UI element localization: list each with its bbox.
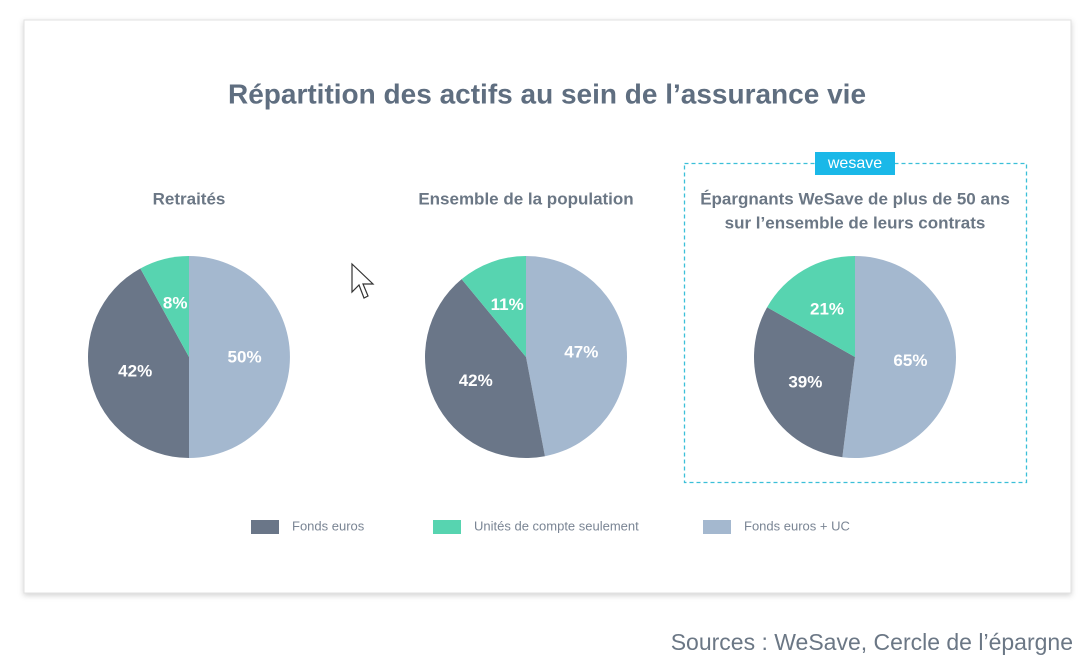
slice-label: 65% — [893, 351, 927, 370]
pie-title: Épargnants WeSave de plus de 50 ans — [700, 189, 1010, 208]
pie-title: sur l’ensemble de leurs contrats — [725, 213, 986, 232]
slice-label: 50% — [228, 347, 262, 366]
pie-slice — [754, 307, 855, 458]
slice-label: 42% — [459, 371, 493, 390]
legend-swatch — [703, 520, 731, 534]
pie-title: Retraités — [153, 189, 226, 208]
pie-slice — [767, 256, 855, 357]
pie-slice — [140, 256, 189, 357]
pie-slice — [461, 256, 526, 357]
slice-label: 42% — [118, 361, 152, 380]
badge-text: wesave — [827, 155, 882, 172]
source: Sources : WeSave, Cercle de l’épargne — [671, 629, 1073, 655]
badge — [815, 152, 895, 175]
pie-slice — [842, 256, 956, 458]
legend-label: Fonds euros + UC — [744, 518, 850, 533]
slice-label: 21% — [810, 299, 844, 318]
main-title: Répartition des actifs au sein de l’assu… — [228, 78, 866, 109]
legend-swatch — [433, 520, 461, 534]
slice-label: 47% — [564, 342, 598, 361]
slice-label: 11% — [491, 295, 524, 314]
slice-label: 39% — [788, 372, 822, 391]
cursor — [351, 262, 375, 299]
legend-label: Fonds euros — [292, 518, 365, 533]
legend-swatch — [251, 520, 279, 534]
legend-label: Unités de compte seulement — [474, 518, 639, 533]
slice-label: 8% — [163, 294, 188, 313]
pie-slice — [88, 268, 189, 458]
pie-slice — [526, 256, 628, 457]
pie-title: Ensemble de la population — [418, 189, 633, 208]
pie-slice — [189, 256, 290, 458]
pie-slice — [424, 279, 545, 458]
